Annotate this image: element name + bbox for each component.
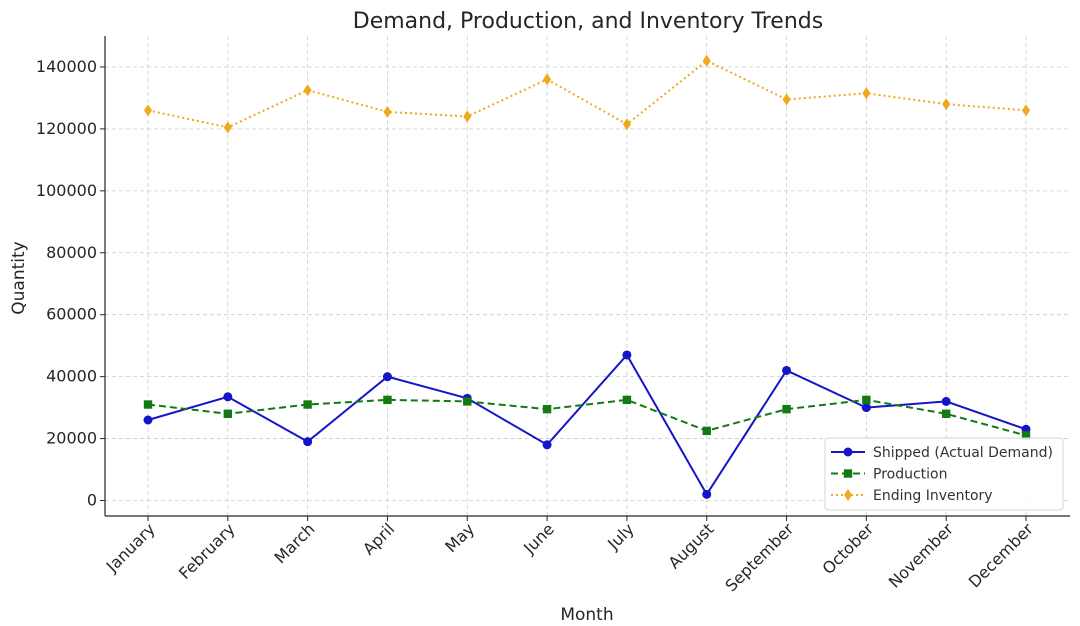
legend: Shipped (Actual Demand) Production Ending …	[824, 437, 1064, 511]
series-line	[147, 59, 1027, 129]
data-point	[144, 104, 152, 117]
x-tick-label: July	[603, 519, 637, 553]
data-point	[1022, 104, 1030, 117]
x-tick-label: June	[519, 519, 558, 558]
data-point	[622, 350, 632, 360]
data-point	[942, 98, 951, 111]
data-point	[303, 400, 312, 409]
data-point	[622, 118, 631, 131]
x-tick-label: October	[818, 519, 877, 578]
data-point	[1021, 431, 1031, 440]
x-tick-label: August	[665, 519, 718, 572]
y-axis-label: Quantity	[9, 241, 29, 314]
y-tick-label: 0	[87, 491, 97, 510]
data-point	[862, 395, 871, 405]
data-point	[542, 440, 552, 450]
legend-label: Ending Inventory	[873, 488, 993, 504]
data-point	[382, 372, 392, 382]
x-tick-label: May	[441, 519, 478, 556]
data-point	[622, 395, 632, 405]
data-point	[383, 105, 392, 118]
x-tick-label: November	[885, 519, 958, 592]
data-point	[383, 395, 392, 405]
legend-marker	[844, 489, 852, 501]
data-point	[463, 397, 472, 406]
y-tick-label: 140000	[36, 57, 97, 76]
data-point	[463, 110, 472, 123]
data-point	[303, 84, 312, 97]
x-tick-label: March	[271, 519, 319, 567]
x-axis-ticks: January February March April May June July Augu…	[102, 516, 1037, 595]
data-point	[143, 400, 153, 409]
series-2	[144, 54, 1030, 134]
y-axis-ticks: 0 20000 40000 60000 80000 100000 120000 140000	[36, 57, 105, 510]
y-tick-label: 60000	[46, 305, 97, 324]
data-point	[543, 73, 552, 86]
legend-label: Production	[873, 467, 947, 483]
series-0	[143, 350, 1031, 499]
data-point	[861, 403, 871, 413]
data-point	[223, 392, 233, 402]
y-tick-label: 40000	[46, 367, 97, 386]
legend-marker	[843, 469, 853, 478]
series-1	[143, 395, 1031, 440]
x-tick-label: February	[175, 519, 239, 583]
legend-marker	[843, 447, 853, 457]
x-tick-label: April	[359, 519, 398, 558]
data-point	[303, 437, 313, 447]
data-point	[941, 396, 951, 406]
legend-label: Shipped (Actual Demand)	[873, 445, 1053, 461]
data-point	[862, 87, 871, 100]
legend-box	[824, 437, 1064, 511]
y-tick-label: 100000	[36, 181, 97, 200]
data-point	[542, 404, 552, 414]
data-point	[702, 489, 712, 499]
x-tick-label: September	[721, 519, 797, 595]
data-point	[702, 54, 711, 67]
data-point	[782, 93, 791, 106]
data-point	[941, 409, 951, 419]
x-axis-label: Month	[560, 605, 613, 625]
data-point	[143, 415, 153, 425]
data-point	[782, 404, 791, 414]
x-tick-label: January	[102, 519, 159, 576]
x-tick-label: December	[965, 519, 1037, 591]
series-line	[147, 353, 1027, 497]
y-tick-label: 20000	[46, 429, 97, 448]
chart-title: Demand, Production, and Inventory Trends	[353, 9, 823, 34]
data-point	[702, 426, 711, 436]
data-point	[782, 365, 792, 375]
series-group	[143, 54, 1031, 499]
y-tick-label: 80000	[46, 243, 97, 262]
y-tick-label: 120000	[36, 119, 97, 138]
data-point	[223, 409, 233, 419]
series-line	[147, 398, 1027, 437]
data-point	[223, 121, 232, 134]
axes	[104, 36, 1070, 517]
